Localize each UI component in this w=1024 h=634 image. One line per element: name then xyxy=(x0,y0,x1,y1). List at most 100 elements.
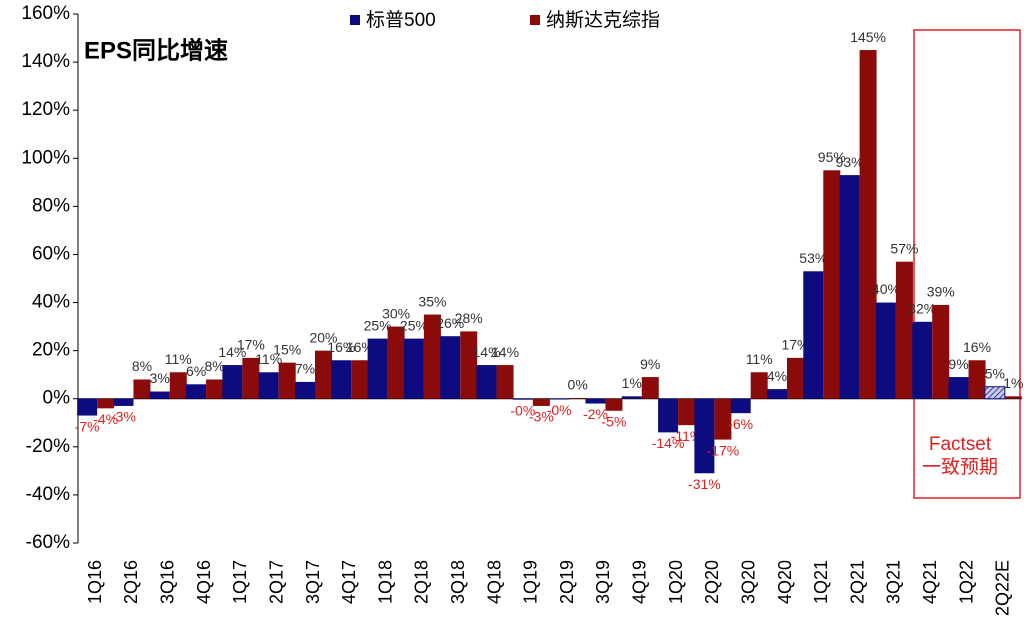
data-label: 30% xyxy=(382,305,410,321)
bar xyxy=(315,350,332,399)
data-label: 11% xyxy=(165,351,192,367)
data-label: -2% xyxy=(583,406,608,422)
data-label: -3% xyxy=(111,409,136,425)
x-tick-label: 2Q17 xyxy=(266,560,286,604)
data-label: -17% xyxy=(707,442,740,458)
bar xyxy=(694,398,715,474)
data-label: 93% xyxy=(836,154,864,170)
data-label: 35% xyxy=(418,293,446,309)
bar xyxy=(97,398,115,409)
data-label: 8% xyxy=(204,358,224,374)
y-tick-label: 40% xyxy=(32,292,70,313)
data-label: 145% xyxy=(850,29,886,45)
data-label: 28% xyxy=(455,310,483,326)
bar xyxy=(113,398,134,406)
x-tick-label: 1Q20 xyxy=(666,560,686,604)
forecast-box xyxy=(913,29,1021,499)
data-label: 16% xyxy=(327,339,355,355)
bar xyxy=(605,398,623,411)
data-label: -0% xyxy=(510,402,535,418)
data-label: 1% xyxy=(622,375,642,391)
data-label: 9% xyxy=(640,356,660,372)
y-tick-label: 140% xyxy=(21,51,70,72)
x-tick-label: 1Q17 xyxy=(230,560,250,604)
data-label: 17% xyxy=(781,337,809,353)
data-label: 7% xyxy=(295,361,315,377)
y-tick-label: 100% xyxy=(21,147,70,168)
y-tick-label: 120% xyxy=(21,99,70,120)
bar xyxy=(803,271,824,399)
x-tick-label: 4Q19 xyxy=(630,560,650,604)
bar xyxy=(169,372,187,399)
x-tick-label: 2Q19 xyxy=(557,560,577,604)
x-tick-label: 4Q21 xyxy=(920,560,940,604)
bar xyxy=(859,50,877,399)
bar xyxy=(278,362,296,399)
bar xyxy=(532,398,550,406)
bar xyxy=(948,377,969,399)
bar xyxy=(968,360,986,399)
data-label: 6% xyxy=(186,363,206,379)
data-label: 8% xyxy=(132,358,152,374)
data-label: 32% xyxy=(908,300,936,316)
bar xyxy=(549,398,570,400)
data-label: -4% xyxy=(93,411,118,427)
y-tick-label: 160% xyxy=(21,3,70,24)
data-label: 26% xyxy=(436,315,464,331)
bar xyxy=(767,389,787,399)
bar xyxy=(678,398,696,426)
bar xyxy=(641,377,659,399)
bar xyxy=(242,357,260,399)
data-label: -7% xyxy=(75,418,100,434)
bar xyxy=(1004,396,1022,399)
bar xyxy=(440,336,461,399)
data-label: 25% xyxy=(400,317,428,333)
bar xyxy=(460,331,478,399)
data-label: 17% xyxy=(237,337,265,353)
x-tick-label: 2Q18 xyxy=(412,560,432,604)
y-tick-label: 80% xyxy=(32,195,70,216)
x-tick-label: 1Q18 xyxy=(375,560,395,604)
x-tick-label: 4Q16 xyxy=(194,560,214,604)
data-label: 1% xyxy=(1003,375,1023,391)
bar xyxy=(206,379,224,399)
bar xyxy=(367,338,388,399)
x-tick-label: 3Q20 xyxy=(738,560,758,604)
bar xyxy=(351,360,369,399)
data-label: 0% xyxy=(568,377,588,393)
bar xyxy=(585,398,606,404)
bar xyxy=(423,314,441,399)
bar xyxy=(912,321,933,399)
legend-swatch xyxy=(530,15,540,25)
bar xyxy=(403,338,424,399)
y-tick-label: -40% xyxy=(26,484,70,505)
x-tick-label: 3Q17 xyxy=(303,560,323,604)
x-tick-label: 2Q16 xyxy=(121,560,141,604)
x-tick-label: 1Q19 xyxy=(521,560,541,604)
data-label: -0% xyxy=(547,402,572,418)
bar xyxy=(621,396,642,399)
data-label: 16% xyxy=(346,339,374,355)
x-tick-label: 1Q16 xyxy=(85,560,105,604)
bar xyxy=(875,302,896,399)
chart-title: EPS同比增速 xyxy=(84,36,228,64)
x-tick-label: 1Q22 xyxy=(956,560,976,604)
data-label: 14% xyxy=(473,344,501,360)
bar xyxy=(750,372,768,399)
data-label: 20% xyxy=(309,329,337,345)
x-tick-label: 1Q21 xyxy=(811,560,831,604)
bar xyxy=(932,304,950,399)
annotation: 一致预期 xyxy=(922,456,998,478)
bar xyxy=(77,398,98,416)
bar xyxy=(569,398,587,399)
data-label: -14% xyxy=(652,435,685,451)
data-label: 11% xyxy=(255,351,282,367)
data-label: 57% xyxy=(890,240,918,256)
data-label: 5% xyxy=(985,365,1005,381)
data-label: -3% xyxy=(529,409,554,425)
data-label: 11% xyxy=(746,351,773,367)
bar xyxy=(787,357,804,399)
data-label: 14% xyxy=(218,344,246,360)
bar xyxy=(839,175,860,399)
bar xyxy=(658,398,679,433)
